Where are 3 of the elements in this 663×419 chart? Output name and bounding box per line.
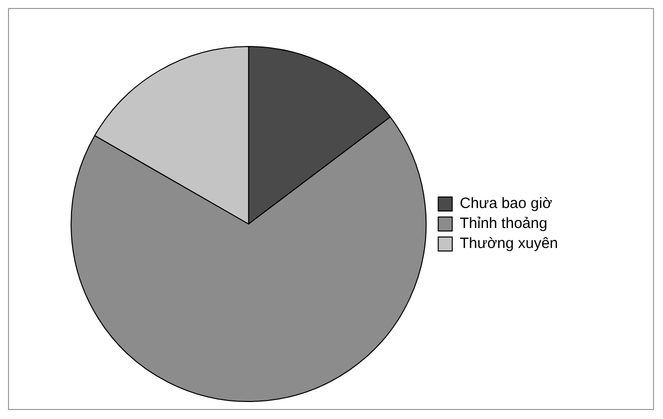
legend-label: Chưa bao giờ xyxy=(460,195,552,212)
legend-label: Thường xuyên xyxy=(460,235,558,252)
legend-label: Thỉnh thoảng xyxy=(460,215,548,232)
